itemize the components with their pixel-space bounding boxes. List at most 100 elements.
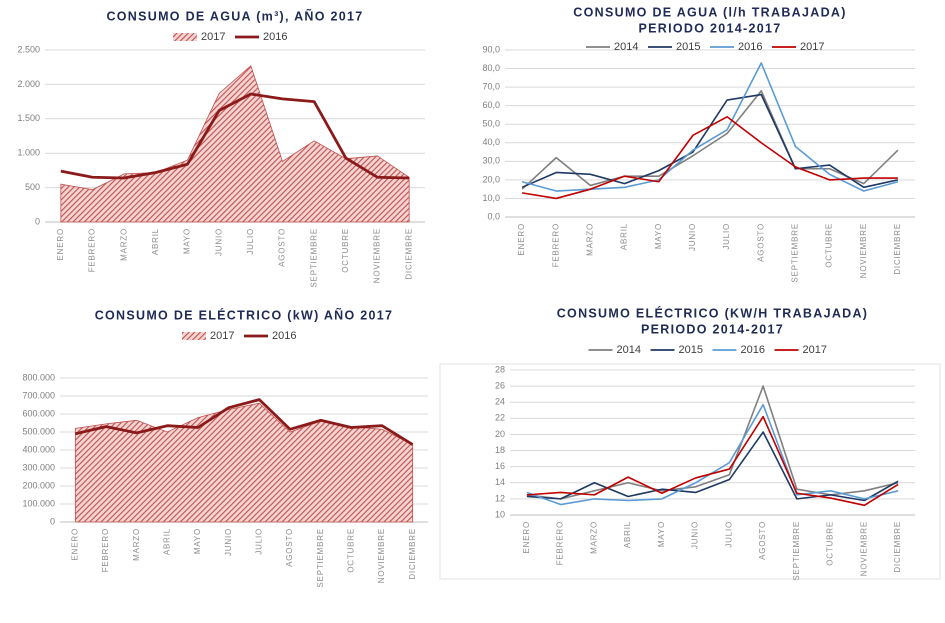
y-tick-label: 10 — [495, 509, 505, 519]
y-tick-label: 24 — [495, 397, 505, 407]
x-tick-label: SEPTIEMBRE — [791, 223, 800, 283]
y-tick-label: 1.500 — [17, 113, 40, 123]
chart-title: CONSUMO DE ELÉCTRICO (kW) AÑO 2017 — [95, 307, 394, 322]
line — [60, 92, 410, 180]
x-tick-label: FEBRERO — [551, 223, 560, 267]
x-tick-label: OCTUBRE — [826, 521, 835, 566]
x-tick-label: DICIEMBRE — [893, 223, 902, 275]
x-tick-label: OCTUBRE — [825, 223, 834, 268]
x-tick-label: MAYO — [193, 528, 202, 554]
x-tick-label: DICIEMBRE — [408, 528, 417, 580]
x-tick-label: MAYO — [183, 228, 192, 254]
line — [526, 403, 899, 506]
x-tick-label: FEBRERO — [556, 521, 565, 565]
x-tick-label: SEPTIEMBRE — [316, 528, 325, 588]
x-tick-label: ENERO — [70, 528, 79, 560]
y-tick-label: 20 — [495, 429, 505, 439]
x-tick-label: OCTUBRE — [346, 528, 355, 573]
y-tick-label: 14 — [495, 477, 505, 487]
legend-label: 2015 — [676, 41, 700, 53]
y-tick-label: 22 — [495, 413, 505, 423]
x-tick-label: JULIO — [724, 521, 733, 548]
legend-label: 2014 — [617, 344, 641, 356]
y-tick-label: 800.000 — [22, 372, 55, 382]
legend-swatch — [182, 332, 206, 340]
x-tick-label: ENERO — [522, 521, 531, 553]
y-tick-label: 80,0 — [482, 63, 500, 73]
x-tick-label: ENERO — [517, 223, 526, 255]
legend-label: 2016 — [263, 31, 287, 43]
x-tick-label: ABRIL — [623, 521, 632, 548]
y-tick-label: 500 — [25, 182, 40, 192]
x-tick-label: ENERO — [56, 228, 65, 260]
legend-swatch — [173, 33, 197, 41]
y-tick-label: 700.000 — [22, 390, 55, 400]
x-tick-label: JUNIO — [688, 223, 697, 251]
x-tick-label: FEBRERO — [88, 228, 97, 272]
y-tick-label: 600.000 — [22, 408, 55, 418]
legend-label: 2017 — [800, 41, 824, 53]
chart-subtitle: PERIODO 2014-2017 — [639, 21, 782, 35]
x-tick-label: NOVIEMBRE — [859, 223, 868, 278]
y-tick-label: 18 — [495, 445, 505, 455]
area — [74, 402, 414, 523]
x-tick-label: AGOSTO — [278, 228, 287, 267]
y-tick-label: 30,0 — [482, 156, 500, 166]
x-tick-label: MARZO — [119, 228, 128, 261]
legend-label: 2016 — [272, 330, 296, 342]
y-tick-label: 0,0 — [487, 211, 500, 221]
y-tick-label: 12 — [495, 493, 505, 503]
x-tick-label: MARZO — [586, 223, 595, 256]
chart-title: CONSUMO DE AGUA (m³), AÑO 2017 — [106, 8, 363, 23]
x-tick-label: AGOSTO — [285, 528, 294, 567]
line — [521, 116, 898, 200]
legend-label: 2017 — [210, 330, 234, 342]
y-tick-label: 0 — [50, 516, 55, 526]
x-tick-label: JUNIO — [224, 528, 233, 556]
x-tick-label: JULIO — [722, 223, 731, 250]
y-tick-label: 300.000 — [22, 462, 55, 472]
line — [526, 431, 899, 502]
legend-label: 2016 — [738, 41, 762, 53]
x-tick-label: MAYO — [654, 223, 663, 249]
x-tick-label: JUNIO — [691, 521, 700, 549]
line — [75, 398, 414, 446]
y-tick-label: 50,0 — [482, 119, 500, 129]
x-tick-label: DICIEMBRE — [893, 521, 902, 573]
x-tick-label: AGOSTO — [756, 223, 765, 262]
y-tick-label: 2.500 — [17, 44, 40, 54]
y-tick-label: 26 — [495, 380, 505, 390]
chart-title: CONSUMO ELÉCTRICO (KW/H TRABAJADA) — [557, 305, 869, 320]
x-tick-label: FEBRERO — [101, 528, 110, 572]
chart-title: CONSUMO DE AGUA (l/h TRABAJADA) — [573, 5, 846, 19]
line — [526, 415, 899, 507]
legend-label: 2017 — [201, 31, 225, 43]
legend-label: 2016 — [741, 344, 765, 356]
y-tick-label: 1.000 — [17, 148, 40, 158]
legend-label: 2015 — [679, 344, 703, 356]
line — [521, 90, 899, 190]
y-tick-label: 400.000 — [22, 444, 55, 454]
x-tick-label: JULIO — [246, 228, 255, 255]
y-tick-label: 200.000 — [22, 480, 55, 490]
y-tick-label: 10,0 — [482, 193, 500, 203]
x-tick-label: ABRIL — [620, 223, 629, 250]
x-tick-label: JULIO — [254, 528, 263, 555]
y-tick-label: 20,0 — [482, 174, 500, 184]
x-tick-label: AGOSTO — [758, 521, 767, 560]
y-tick-label: 90,0 — [482, 44, 500, 54]
y-tick-label: 16 — [495, 461, 505, 471]
x-tick-label: OCTUBRE — [341, 228, 350, 273]
y-tick-label: 40,0 — [482, 137, 500, 147]
line — [526, 385, 899, 500]
y-tick-label: 28 — [495, 364, 505, 374]
legend-label: 2017 — [803, 344, 827, 356]
y-tick-label: 100.000 — [22, 498, 55, 508]
x-tick-label: MARZO — [589, 521, 598, 554]
chart-subtitle: PERIODO 2014-2017 — [641, 322, 784, 336]
x-tick-label: DICIEMBRE — [404, 228, 413, 280]
legend-label: 2014 — [614, 41, 638, 53]
line — [521, 62, 899, 192]
y-tick-label: 500.000 — [22, 426, 55, 436]
